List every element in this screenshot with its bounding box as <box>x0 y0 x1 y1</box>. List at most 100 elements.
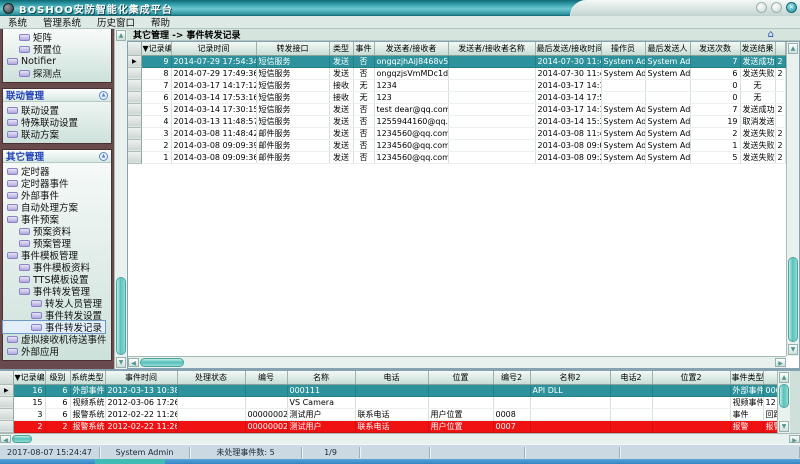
column-header[interactable] <box>763 371 778 385</box>
collapse-icon[interactable]: ▲ <box>99 90 108 100</box>
table-row[interactable]: ▶ 9 2014-07-29 17:54:34 短信服务 发送 否 ongqzj… <box>128 55 786 68</box>
scroll-down-icon[interactable]: ▼ <box>779 421 789 432</box>
sidebar-item[interactable]: 预案资料 <box>3 225 74 238</box>
table-row[interactable]: 1 2014-03-08 09:09:36 邮件服务 发送 否 1234560@… <box>128 151 786 164</box>
row-selector[interactable] <box>0 396 14 409</box>
table-row[interactable]: 2 2014-03-08 09:09:39 邮件服务 发送 否 1234560@… <box>128 139 786 152</box>
sidebar-item[interactable]: 事件转发设置 <box>3 309 105 322</box>
column-header[interactable]: 级别 <box>45 371 71 385</box>
column-header[interactable]: 名称 <box>287 371 356 385</box>
main-table-hscrollbar[interactable]: ◀ ▶ <box>128 356 786 368</box>
maximize-button[interactable] <box>771 2 782 13</box>
menu-item[interactable]: 管理系统 <box>43 18 82 29</box>
main-hscrollbar-thumb[interactable] <box>140 358 184 367</box>
column-header[interactable]: 电话2 <box>610 371 653 385</box>
alarm-table-vscrollbar[interactable]: ▲ ▼ <box>777 371 790 433</box>
alarm-vscrollbar-thumb[interactable] <box>779 384 789 408</box>
row-selector[interactable] <box>0 420 14 433</box>
row-selector[interactable]: ▶ <box>128 55 142 68</box>
close-button[interactable]: ✕ <box>786 2 797 13</box>
column-header[interactable]: 最后发送人 <box>645 42 691 56</box>
menu-item[interactable]: 系统 <box>8 18 28 29</box>
alarm-row[interactable]: 3 6 报警系统 2012-02-22 11:26:02 00000002 测试… <box>0 408 778 421</box>
sidebar-item[interactable]: 预置位 <box>3 43 65 56</box>
main-vscrollbar-thumb[interactable] <box>788 257 798 342</box>
sidebar-item[interactable]: 外部应用 <box>3 345 62 358</box>
sidebar-item[interactable]: 自动处理方案 <box>3 201 81 214</box>
scroll-down-icon[interactable]: ▼ <box>116 357 126 368</box>
sidebar-item[interactable]: 矩阵 <box>3 31 55 44</box>
column-header[interactable]: 处理状态 <box>177 371 246 385</box>
sidebar-item[interactable]: 事件预案 <box>3 213 62 226</box>
scroll-left-icon[interactable]: ◀ <box>128 358 139 367</box>
menu-item[interactable]: 历史窗口 <box>97 18 136 29</box>
alarm-table-hscrollbar[interactable]: ◀ ▶ <box>0 433 800 444</box>
column-header[interactable]: 发送结果 <box>740 42 776 56</box>
table-row[interactable]: 6 2014-03-14 17:53:16 短信服务 接收 无 123 2014… <box>128 91 786 104</box>
column-header[interactable]: ▼记录编号 <box>141 42 172 56</box>
column-header[interactable]: 电话 <box>355 371 429 385</box>
sidebar-item[interactable]: 探测点 <box>3 67 65 80</box>
row-selector[interactable] <box>128 91 142 104</box>
sidebar-item[interactable]: 事件模板资料 <box>3 261 93 274</box>
row-selector[interactable] <box>0 408 14 421</box>
sidebar-item[interactable]: 事件转发记录 <box>1 320 107 334</box>
column-header[interactable]: 事件类型 <box>730 371 764 385</box>
column-header[interactable]: 事件时间 <box>105 371 178 385</box>
column-header[interactable]: 类型 <box>329 42 354 56</box>
sidebar-item[interactable]: 联动设置 <box>3 104 62 117</box>
row-selector[interactable] <box>128 139 142 152</box>
collapse-icon[interactable]: ▲ <box>99 151 108 161</box>
menu-item[interactable]: 帮助 <box>151 18 171 29</box>
column-header[interactable]: 发送者/接收者 <box>374 42 449 56</box>
sidebar-scrollbar-thumb[interactable] <box>116 277 126 355</box>
row-selector[interactable] <box>128 67 142 80</box>
main-table-vscrollbar[interactable]: ▲ ▼ <box>786 42 799 356</box>
sidebar-item[interactable]: 预案管理 <box>3 237 74 250</box>
sidebar-item[interactable]: 特殊联动设置 <box>3 116 81 129</box>
sidebar-item[interactable]: 转发人员管理 <box>3 297 105 310</box>
panel-header[interactable]: 联动管理 ▲ <box>3 89 111 102</box>
table-row[interactable]: 3 2014-03-08 11:48:42 邮件服务 发送 否 1234560@… <box>128 127 786 140</box>
row-selector[interactable] <box>128 103 142 116</box>
scroll-right-icon[interactable]: ▶ <box>775 358 786 367</box>
column-header[interactable]: 发送者/接收者名称 <box>448 42 536 56</box>
row-selector[interactable] <box>128 115 142 128</box>
sidebar-item[interactable]: 事件模板管理 <box>3 249 81 262</box>
panel-header[interactable]: 其它管理 ▲ <box>3 150 111 163</box>
minimize-button[interactable] <box>756 2 767 13</box>
table-row[interactable]: 4 2014-03-13 11:48:57 短信服务 发送 否 12559441… <box>128 115 786 128</box>
column-header[interactable]: 最后发送/接收时间 <box>535 42 602 56</box>
scroll-left-icon[interactable]: ◀ <box>0 435 11 444</box>
sidebar-item[interactable]: 外部事件 <box>3 189 62 202</box>
column-header[interactable]: 操作员 <box>601 42 646 56</box>
row-selector[interactable] <box>128 151 142 164</box>
column-header[interactable]: 编号2 <box>493 371 531 385</box>
row-selector[interactable]: ▶ <box>0 384 14 397</box>
column-header[interactable]: 记录时间 <box>171 42 257 56</box>
sidebar-scrollbar[interactable]: ▲ ▼ <box>114 29 127 369</box>
sidebar-item[interactable]: 定时器事件 <box>3 177 72 190</box>
scroll-up-icon[interactable]: ▲ <box>788 43 798 54</box>
sidebar-item[interactable]: 定时器 <box>3 165 53 178</box>
row-selector[interactable] <box>0 432 14 433</box>
alarm-hscrollbar-thumb[interactable] <box>12 435 32 443</box>
column-header[interactable]: 位置 <box>428 371 494 385</box>
column-header[interactable]: 系统类型 <box>70 371 106 385</box>
sidebar-item[interactable]: 事件转发管理 <box>3 285 93 298</box>
scroll-up-icon[interactable]: ▲ <box>779 372 789 383</box>
sidebar-item[interactable]: 联动方案 <box>3 128 62 141</box>
alarm-row[interactable]: ▶ 16 6 外部事件 2012-03-13 10:38:04 000111 A… <box>0 384 778 397</box>
table-row[interactable]: 8 2014-07-29 17:49:36 短信服务 发送 否 ongqzjsV… <box>128 67 786 80</box>
sidebar-item[interactable]: 虚拟接收机待送事件 <box>3 333 110 346</box>
scroll-right-icon[interactable]: ▶ <box>789 435 800 444</box>
column-header[interactable]: 编号 <box>245 371 288 385</box>
column-header[interactable]: 名称2 <box>530 371 611 385</box>
alarm-row[interactable]: 15 6 视频系统 2012-03-06 17:26:34 VS Camera <box>0 396 778 409</box>
alarm-row[interactable]: 2 2 报警系统 2012-02-22 11:26:02 00000002 测试… <box>0 420 778 433</box>
column-header[interactable]: 转发接口 <box>256 42 330 56</box>
row-selector[interactable] <box>128 127 142 140</box>
sidebar-item[interactable]: Notifier <box>3 55 59 67</box>
column-header[interactable] <box>775 42 786 56</box>
column-header[interactable]: ▼记录编号 <box>13 371 46 385</box>
